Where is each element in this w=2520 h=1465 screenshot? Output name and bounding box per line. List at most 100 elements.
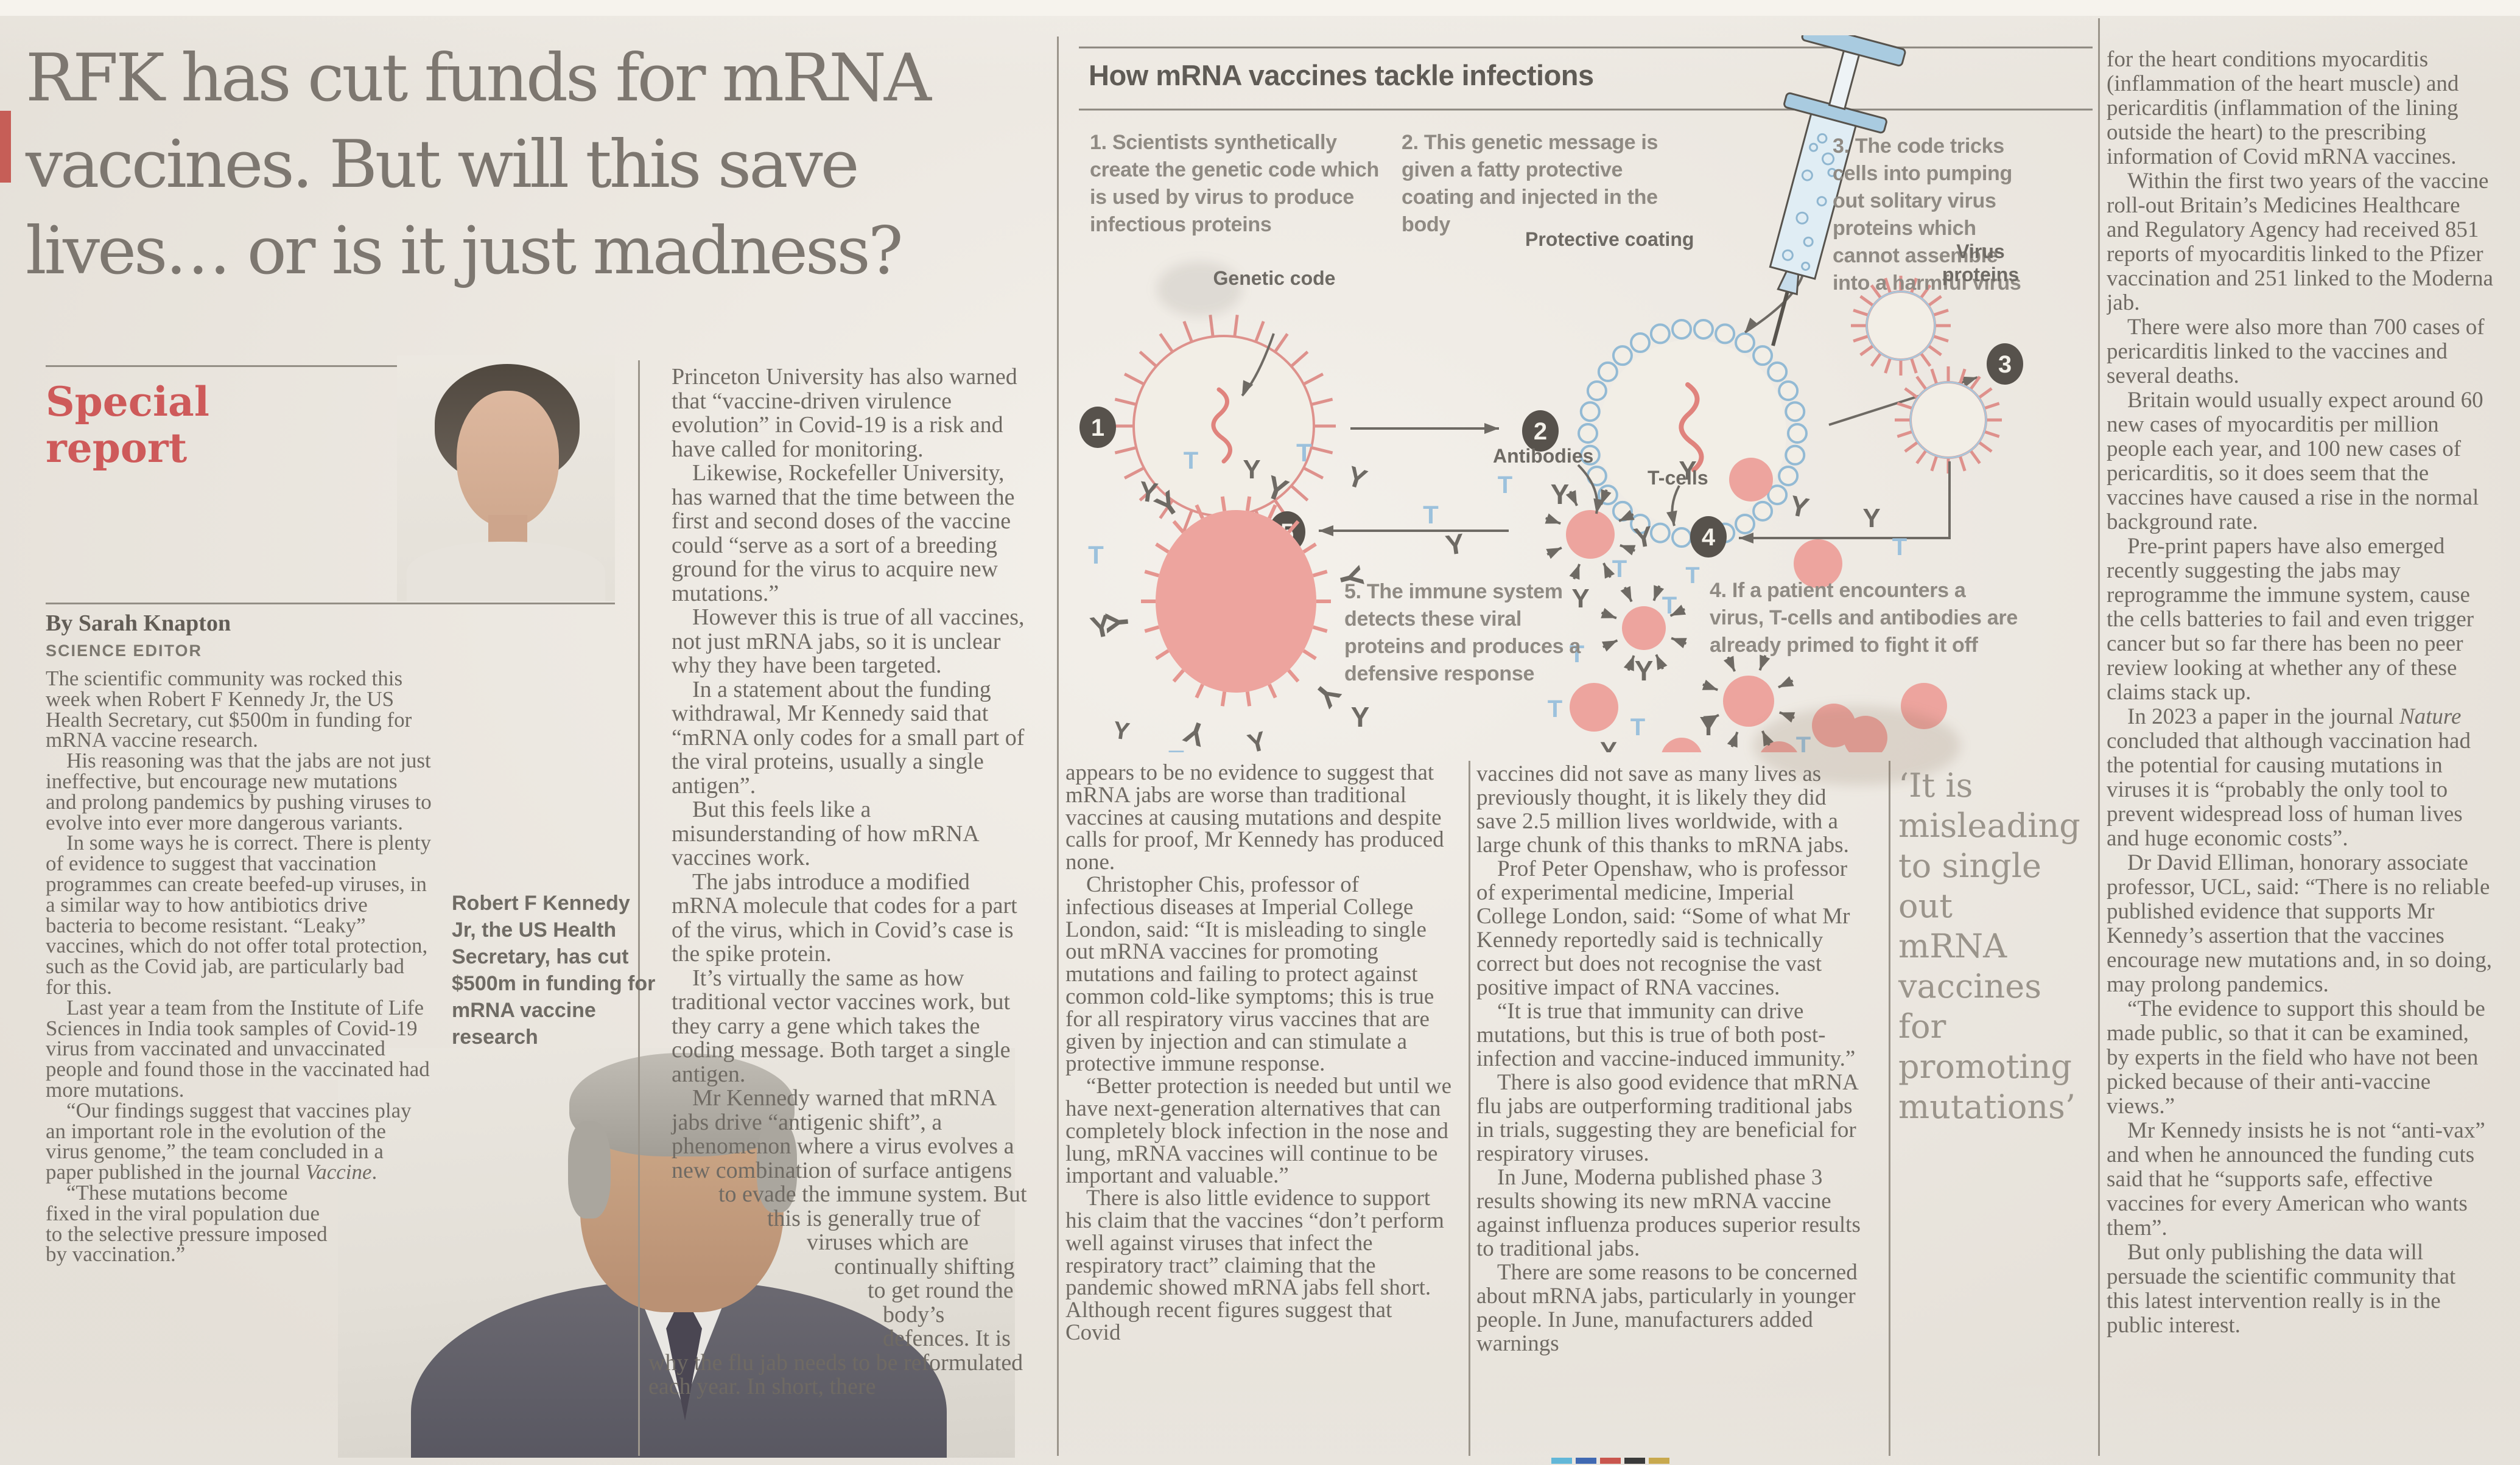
paragraph: for the heart conditions myocarditis (in…: [2107, 47, 2459, 169]
t-cell-glyph: T: [1892, 534, 1907, 561]
print-mark: [1600, 1458, 1621, 1464]
antibody-glyph: Y: [1244, 726, 1269, 752]
t-cell-glyph: T: [1548, 696, 1562, 722]
infographic-step-5: 5. The immune system detects these viral…: [1344, 580, 1581, 685]
text-wrap-spacer: [648, 1240, 807, 1264]
virus-protein-dot: [1662, 738, 1702, 752]
article-column-1: The scientific community was rocked this…: [46, 668, 432, 1457]
virus-protein-icon: [1851, 276, 1951, 376]
section-kicker: Special report: [46, 378, 209, 472]
paragraph: “The evidence to support this should be …: [2107, 996, 2485, 1119]
article-column-2: Princeton University has also warned tha…: [648, 365, 1035, 1458]
infographic-step-3: 3. The code tricks cells into pumping ou…: [1833, 135, 2021, 295]
t-cell-glyph: T: [1184, 447, 1198, 474]
scan-edge: [0, 0, 2520, 16]
paragraph: Dr David Elliman, honorary associate pro…: [2107, 850, 2492, 997]
text-wrap-spacer: [648, 1313, 883, 1337]
paragraph: His reasoning was that the jabs are not …: [46, 749, 432, 834]
antibody-glyph: Y: [1099, 610, 1136, 635]
antibody-glyph: Y: [1243, 455, 1260, 484]
t-cell-glyph: T: [1796, 732, 1811, 752]
paragraph: Mr Kennedy insists he is not “anti-vax” …: [2107, 1118, 2485, 1240]
infographic-step-1: 1. Scientists synthetically create the g…: [1090, 131, 1380, 236]
antibody-glyph: Y: [1343, 460, 1371, 495]
antibody-glyph: Y: [1699, 712, 1717, 741]
paragraph: Mr Kennedy warned that mRNA jabs drive “…: [648, 1085, 1027, 1399]
paragraph: “It is true that immunity can drive muta…: [1476, 999, 1856, 1071]
paragraph: Prof Peter Openshaw, who is professor of…: [1476, 856, 1850, 1000]
paragraph: In 2023 a paper in the journal Nature co…: [2107, 704, 2471, 851]
page-title: RFK has cut funds for mRNA vaccines. But…: [26, 35, 1048, 295]
antibody-glyph: Y: [1635, 655, 1654, 687]
byline-author: By Sarah Knapton: [46, 610, 231, 636]
paragraph: There were also more than 700 cases of p…: [2107, 315, 2485, 388]
author-photo: [397, 355, 615, 601]
divider: [46, 365, 615, 367]
paragraph: Last year a team from the Institute of L…: [46, 995, 430, 1102]
headline-line: lives… or is it just madness?: [26, 213, 904, 289]
attack-arrows: [1702, 654, 1795, 748]
antibody-glyph: Y: [1351, 701, 1370, 733]
text-wrap-spacer: [648, 1264, 834, 1288]
paragraph: Within the first two years of the vaccin…: [2107, 169, 2493, 315]
antibody-glyph: Y: [1307, 675, 1347, 714]
paragraph: But this feels like a misunderstanding o…: [672, 797, 978, 870]
svg-text:3: 3: [1998, 351, 2012, 378]
detected-virus-icon: [1141, 496, 1331, 707]
antibody-glyph: Y: [1551, 478, 1570, 510]
t-cell-glyph: T: [1498, 472, 1512, 498]
photo-caption: Robert F Kennedy Jr, the US Health Secre…: [452, 892, 656, 1049]
text-wrap-spacer: [648, 1191, 718, 1215]
paragraph: In some ways he is correct. There is ple…: [46, 831, 432, 999]
antibody-glyph: Y: [1862, 503, 1880, 533]
antibody-glyph: Y: [1632, 520, 1655, 554]
pull-quote: ‘It is misleading to single out mRNA vac…: [1898, 766, 2080, 1126]
antibody-glyph: Y: [1444, 527, 1467, 561]
paragraph: But only publishing the data will persua…: [2107, 1240, 2456, 1338]
virus-protein-dot: [1622, 606, 1666, 650]
paragraph: However this is true of all vaccines, no…: [672, 604, 1025, 678]
label-virus-proteins: Virus proteins: [1942, 240, 2020, 285]
antibody-glyph: Y: [1787, 489, 1812, 524]
column-rule: [2098, 18, 2100, 1456]
column-rule: [1057, 37, 1059, 1456]
headline-line: RFK has cut funds for mRNA: [26, 40, 932, 116]
lipid-vesicle-icon: [1578, 318, 1808, 548]
antibody-glyph: Y: [1179, 713, 1211, 752]
infographic-title: How mRNA vaccines tackle infections: [1089, 59, 1594, 91]
antibody-glyph: Y: [1679, 456, 1696, 486]
infographic-step-2: 2. This genetic message is given a fatty…: [1402, 131, 1658, 236]
headline-line: vaccines. But will this save: [26, 127, 860, 203]
t-cell-glyph: T: [1423, 500, 1439, 529]
virus-protein-dot: [1794, 539, 1842, 588]
t-cell-glyph: T: [1662, 592, 1677, 619]
virus-protein-dot: [1723, 676, 1774, 727]
paragraph: “These mutations become fixed in the vir…: [46, 1180, 328, 1267]
print-mark: [1624, 1458, 1645, 1464]
rfk-hair-side: [757, 1121, 797, 1212]
divider: [46, 603, 615, 604]
t-cell-glyph: T: [1570, 641, 1584, 668]
print-mark: [1551, 1458, 1572, 1464]
t-cell-glyph: T: [1612, 556, 1627, 582]
paragraph: The scientific community was rocked this…: [46, 668, 412, 752]
paragraph: Likewise, Rockefeller University, has wa…: [672, 460, 1015, 606]
column-rule: [638, 360, 640, 1456]
attack-arrows: [1545, 489, 1636, 580]
paragraph: Britain would usually expect around 60 n…: [2107, 388, 2483, 534]
svg-text:2: 2: [1534, 418, 1547, 445]
antibody-glyph: Y: [1600, 736, 1617, 752]
paragraph: There is also little evidence to support…: [1065, 1186, 1444, 1345]
text-wrap-spacer: [648, 1215, 767, 1240]
paragraph: In June, Moderna published phase 3 resul…: [1476, 1165, 1861, 1261]
print-mark: [1649, 1458, 1669, 1464]
column-rule: [1469, 761, 1470, 1456]
paragraph: Pre-print papers have also emerged recen…: [2107, 534, 2474, 705]
virus-protein-dot: [1729, 458, 1773, 502]
paragraph: Princeton University has also warned tha…: [672, 365, 1017, 462]
svg-text:1: 1: [1091, 414, 1104, 441]
infographic-step-4: 4. If a patient encounters a virus, T-ce…: [1710, 579, 2018, 657]
antibody-glyph: Y: [1112, 716, 1132, 745]
t-cell-glyph: T: [1685, 563, 1699, 589]
